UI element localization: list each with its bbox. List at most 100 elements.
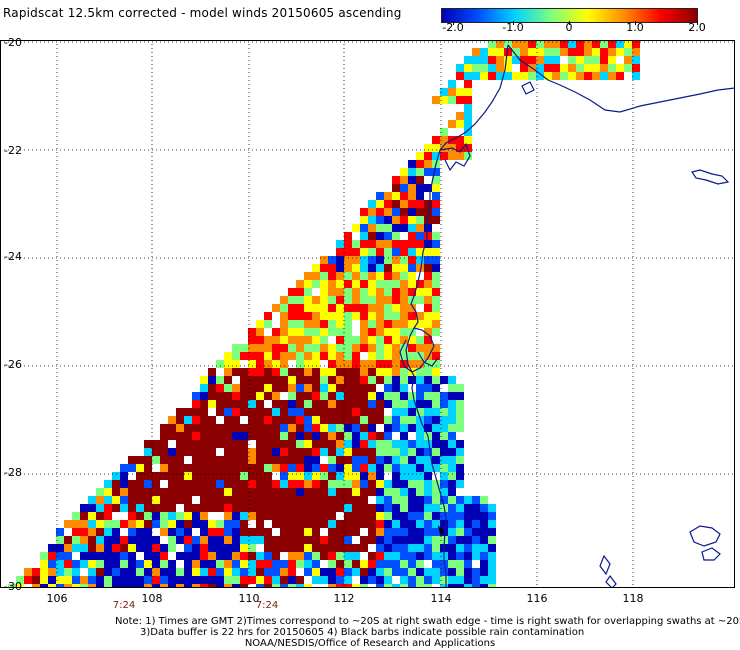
wind-cell <box>264 488 272 496</box>
wind-cell <box>160 424 168 432</box>
wind-cell <box>400 528 408 536</box>
wind-cell <box>160 544 168 552</box>
wind-cell <box>480 48 488 56</box>
wind-cell <box>264 376 272 384</box>
wind-cell <box>592 40 600 48</box>
wind-cell <box>480 64 488 72</box>
wind-cell <box>432 360 440 368</box>
wind-cell <box>408 288 416 296</box>
wind-cell <box>280 544 288 552</box>
wind-cell <box>168 536 176 544</box>
wind-cell <box>160 488 168 496</box>
wind-cell <box>240 448 248 456</box>
wind-cell <box>352 424 360 432</box>
wind-cell <box>184 496 192 504</box>
wind-cell <box>432 456 440 464</box>
wind-cell <box>488 584 496 588</box>
wind-cell <box>424 368 432 376</box>
wind-cell <box>392 384 400 392</box>
wind-cell <box>232 448 240 456</box>
wind-cell <box>392 176 400 184</box>
wind-cell <box>520 40 528 48</box>
wind-cell <box>336 360 344 368</box>
wind-cell <box>48 568 56 576</box>
wind-cell <box>288 584 296 588</box>
wind-cell <box>424 448 432 456</box>
wind-cell <box>160 504 168 512</box>
wind-cell <box>304 480 312 488</box>
wind-cell <box>392 456 400 464</box>
wind-cell <box>136 576 144 584</box>
wind-cell <box>336 256 344 264</box>
wind-cell <box>328 432 336 440</box>
wind-cell <box>288 512 296 520</box>
wind-cell <box>240 560 248 568</box>
wind-cell <box>448 504 456 512</box>
colorbar-tick <box>697 21 698 25</box>
wind-cell <box>352 504 360 512</box>
wind-cell <box>376 552 384 560</box>
wind-cell <box>416 184 424 192</box>
wind-cell <box>376 568 384 576</box>
wind-cell <box>200 400 208 408</box>
lake-1 <box>689 525 721 547</box>
wind-cell <box>400 240 408 248</box>
wind-cell <box>472 576 480 584</box>
wind-cell <box>432 368 440 376</box>
wind-cell <box>368 520 376 528</box>
wind-cell <box>344 440 352 448</box>
wind-cell <box>288 488 296 496</box>
wind-cell <box>120 536 128 544</box>
colorbar-tick <box>513 21 514 25</box>
wind-cell <box>432 448 440 456</box>
wind-cell <box>288 312 296 320</box>
wind-cell <box>328 256 336 264</box>
wind-cell <box>136 512 144 520</box>
wind-cell <box>248 560 256 568</box>
wind-cell <box>288 416 296 424</box>
wind-cell <box>280 376 288 384</box>
wind-cell <box>136 488 144 496</box>
wind-cell <box>488 520 496 528</box>
wind-cell <box>256 560 264 568</box>
wind-cell <box>464 72 472 80</box>
wind-cell <box>360 408 368 416</box>
wind-cell <box>24 576 32 584</box>
wind-cell <box>392 224 400 232</box>
wind-cell <box>368 352 376 360</box>
wind-cell <box>272 448 280 456</box>
wind-cell <box>360 472 368 480</box>
wind-cell <box>424 248 432 256</box>
wind-cell <box>208 576 216 584</box>
lon-label: 114 <box>430 592 452 605</box>
wind-cell <box>192 504 200 512</box>
wind-cell <box>416 216 424 224</box>
wind-cell <box>176 464 184 472</box>
wind-cell <box>376 584 384 588</box>
wind-cell <box>456 152 464 160</box>
wind-cell <box>192 544 200 552</box>
wind-cell <box>368 384 376 392</box>
wind-cell <box>352 336 360 344</box>
wind-cell <box>368 368 376 376</box>
wind-cell <box>224 464 232 472</box>
wind-cell <box>376 328 384 336</box>
wind-cell <box>280 504 288 512</box>
wind-cell <box>296 472 304 480</box>
wind-cell <box>560 48 568 56</box>
wind-cell <box>288 408 296 416</box>
wind-cell <box>304 312 312 320</box>
wind-cell <box>288 400 296 408</box>
wind-cell <box>272 384 280 392</box>
wind-cell <box>248 576 256 584</box>
wind-cell <box>336 544 344 552</box>
wind-cell <box>328 352 336 360</box>
wind-cell <box>400 288 408 296</box>
wind-cell <box>176 576 184 584</box>
wind-cell <box>208 392 216 400</box>
wind-cell <box>328 424 336 432</box>
wind-cell <box>240 400 248 408</box>
wind-cell <box>448 432 456 440</box>
wind-cell <box>392 240 400 248</box>
wind-cell <box>528 56 536 64</box>
